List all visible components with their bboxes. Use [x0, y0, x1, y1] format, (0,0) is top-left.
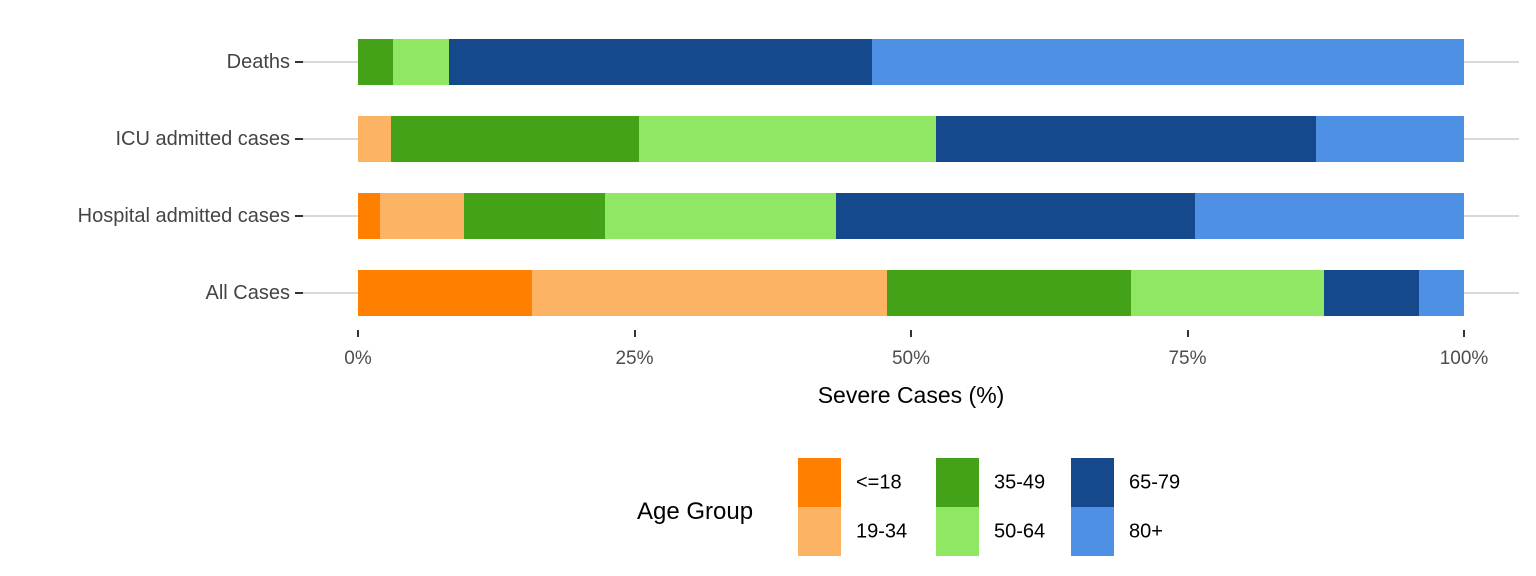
legend-label: 80+ — [1129, 520, 1163, 542]
legend-label: 19-34 — [856, 520, 908, 542]
bar-segment — [531, 269, 887, 316]
x-axis-tick-label: 50% — [891, 348, 931, 369]
x-axis-tick-label: 100% — [1439, 348, 1489, 369]
y-axis-tick — [295, 60, 303, 63]
legend-label: <=18 — [856, 471, 902, 493]
bar-segment — [1195, 192, 1464, 239]
x-axis-tick-label: 75% — [1168, 348, 1207, 369]
y-axis-tick — [295, 137, 303, 140]
x-axis-title: Severe Cases (%) — [817, 382, 1005, 408]
bar-row — [358, 192, 1464, 239]
bar-segment — [358, 115, 392, 162]
bar-segment — [1131, 269, 1324, 316]
bar-segment — [380, 192, 465, 239]
legend-label: 65-79 — [1129, 471, 1181, 493]
legend-swatch — [1071, 507, 1114, 556]
bar-row — [358, 38, 1464, 85]
legend-label: 35-49 — [994, 471, 1046, 493]
category-label: Hospital admitted cases — [77, 204, 290, 227]
x-axis-tick — [910, 330, 912, 337]
bar-segment — [1418, 269, 1464, 316]
category-label: All Cases — [205, 281, 290, 304]
x-axis-tick — [1463, 330, 1465, 337]
bar-segment — [886, 269, 1132, 316]
bar-segment — [358, 38, 394, 85]
x-axis-tick — [633, 330, 636, 337]
bar-segment — [604, 192, 836, 239]
bar-segment — [448, 38, 873, 85]
legend-swatch — [936, 507, 979, 556]
x-axis-tick-label: 25% — [615, 348, 654, 369]
x-axis-tick — [1186, 330, 1189, 337]
legend-swatch — [936, 458, 979, 507]
legend-swatch — [1071, 458, 1114, 507]
bar-segment — [358, 269, 532, 316]
legend-swatch — [798, 507, 841, 556]
legend-swatch — [798, 458, 841, 507]
x-axis-tick — [357, 330, 359, 337]
bar-segment — [835, 192, 1196, 239]
bar-segment — [872, 38, 1464, 85]
bar-segment — [638, 115, 937, 162]
bar-segment — [936, 115, 1316, 162]
bar-segment — [393, 38, 449, 85]
legend-title: Age Group — [637, 498, 754, 525]
x-axis-tick-label: 0% — [344, 348, 372, 369]
category-label: Deaths — [226, 50, 290, 73]
category-label: ICU admitted cases — [115, 127, 290, 150]
bar-segment — [464, 192, 605, 239]
bar-row — [358, 269, 1464, 316]
bar-segment — [391, 115, 639, 162]
legend-label: 50-64 — [994, 520, 1046, 542]
bar-segment — [358, 192, 381, 239]
bar-segment — [1323, 269, 1419, 316]
bar-segment — [1315, 115, 1464, 162]
y-axis-tick — [295, 291, 303, 294]
bar-row — [358, 115, 1464, 162]
y-axis-tick — [295, 214, 303, 217]
